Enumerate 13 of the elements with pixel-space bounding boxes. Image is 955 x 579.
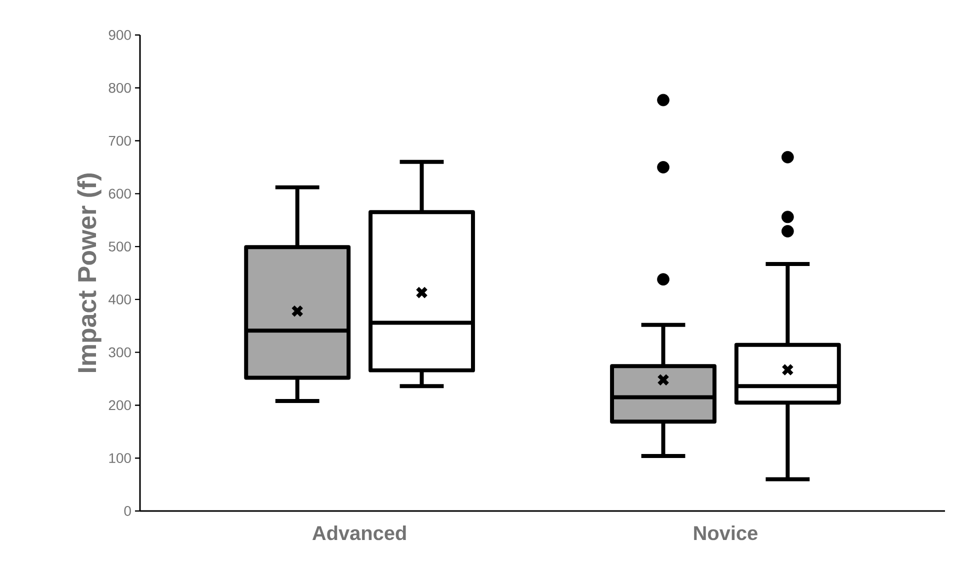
y-axis-title: Impact Power (f): [77, 174, 102, 372]
y-tick-label: 300: [108, 347, 131, 358]
y-tick-label: 200: [108, 400, 131, 410]
y-tick-label: 400: [108, 294, 131, 304]
x-tick-label: Novice: [694, 526, 758, 540]
x-tick-label: Advanced: [312, 526, 406, 540]
y-tick-label: 0: [124, 506, 131, 516]
y-tick-label: 500: [108, 242, 131, 252]
y-tick-label: 900: [108, 30, 131, 40]
y-tick-label: 800: [108, 82, 131, 93]
y-tick-label: 700: [108, 136, 131, 146]
y-tick-label: 100: [109, 453, 131, 464]
y-tick-label: 600: [108, 188, 131, 199]
